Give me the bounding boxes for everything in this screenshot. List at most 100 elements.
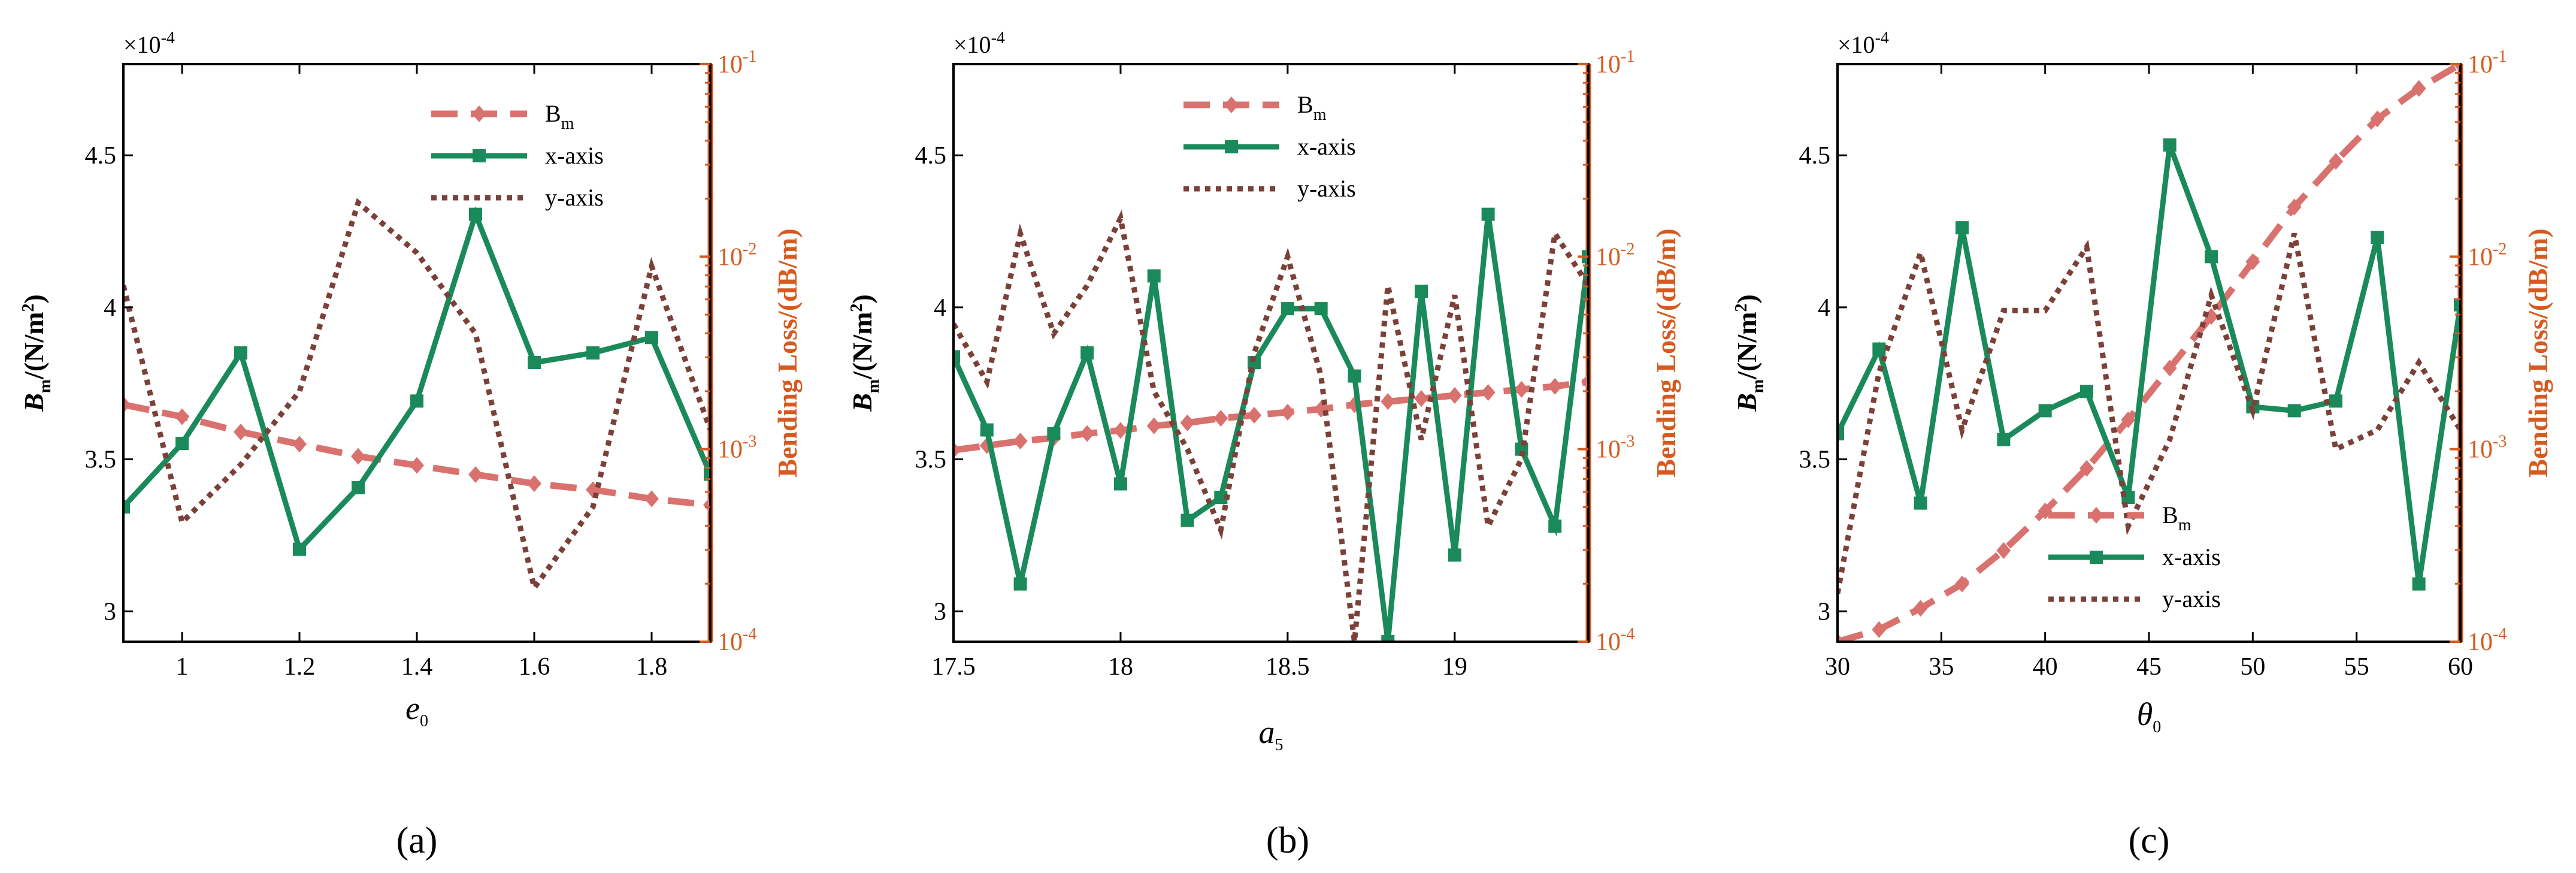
data-point-x_axis — [1214, 491, 1228, 504]
data-point-x_axis — [586, 346, 600, 360]
data-point-bm — [1247, 407, 1262, 424]
data-point-bm — [1414, 390, 1429, 407]
x-axis-label: θ0 — [2137, 696, 2162, 736]
data-point-bm — [2079, 460, 2094, 477]
data-point-bm — [2329, 153, 2343, 170]
data-point-bm — [1080, 425, 1095, 442]
data-point-bm — [2453, 64, 2460, 73]
y-axis-label: Bm/(N/m2) — [1732, 294, 1767, 412]
x-tick-label: 19 — [1442, 653, 1467, 681]
data-point-x_axis — [1997, 433, 2011, 446]
data-point-bm — [527, 475, 541, 493]
series-bm — [123, 396, 710, 513]
data-point-x_axis — [2371, 231, 2384, 244]
y-multiplier: ×10-4 — [123, 29, 175, 58]
data-point-x_axis — [2205, 250, 2218, 264]
y-tick-label: 4.5 — [85, 142, 117, 170]
plot-frame — [1836, 63, 2462, 643]
legend-label-bm: Bm — [545, 100, 574, 133]
series-bm — [1838, 64, 2460, 642]
data-point-bm — [351, 448, 365, 465]
y-tick-label: 4 — [1818, 294, 1830, 322]
data-point-bm — [1581, 373, 1588, 391]
x-tick-label: 17.5 — [931, 653, 976, 681]
series-line-y_axis — [1838, 232, 2460, 594]
data-point-x_axis — [1281, 302, 1294, 316]
legend-marker-bm — [1224, 96, 1239, 113]
data-point-x_axis — [1381, 635, 1395, 642]
data-point-bm — [468, 466, 483, 483]
y-tick-label: 3.5 — [915, 446, 947, 474]
y-multiplier: ×10-4 — [953, 29, 1005, 58]
data-point-x_axis — [293, 542, 306, 556]
data-point-bm — [1447, 387, 1462, 404]
series-y_axis — [953, 210, 1588, 642]
data-point-x_axis — [1481, 207, 1495, 221]
data-point-bm — [953, 442, 961, 459]
legend-label-y_axis: y-axis — [2162, 585, 2221, 612]
data-point-bm — [1280, 403, 1295, 421]
data-point-bm — [1481, 383, 1496, 401]
y2-tick-label: 10-1 — [1596, 47, 1634, 78]
y-axis-label: Bm/(N/m2) — [847, 294, 883, 412]
data-point-x_axis — [1956, 221, 1969, 235]
data-point-bm — [1548, 377, 1563, 395]
x-tick-label: 55 — [2344, 653, 2369, 681]
data-point-x_axis — [234, 346, 247, 360]
x-tick-label: 1.8 — [636, 653, 668, 681]
data-point-x_axis — [980, 423, 994, 437]
series-y_axis — [123, 198, 710, 594]
data-point-bm — [1996, 542, 2011, 559]
y2-tick-label: 10-2 — [718, 240, 756, 271]
series-x_axis — [953, 207, 1588, 642]
data-point-bm — [1955, 575, 1969, 593]
legend-marker-bm — [472, 105, 486, 122]
data-point-bm — [2162, 360, 2177, 377]
panel-caption: (a) — [396, 820, 438, 861]
panel-a: 1 1.2 1.4 1.6 1.8 3 3.5 4 4.5 10-4 10-3 10-2 10-1 ×1… — [19, 29, 803, 861]
x-tick-label: 35 — [1929, 653, 1954, 681]
data-point-x_axis — [2412, 577, 2426, 591]
y-tick-label: 3 — [1818, 598, 1830, 626]
data-point-bm — [703, 496, 710, 513]
legend-label-bm: Bm — [1297, 91, 1327, 124]
data-point-bm — [1180, 414, 1195, 431]
legend-label-x_axis: x-axis — [2162, 543, 2221, 570]
y2-axis-label: Bending Loss/(dB/m) — [772, 228, 803, 477]
x-tick-label: 40 — [2033, 653, 2058, 681]
data-point-x_axis — [1415, 285, 1428, 298]
x-axis-label: e0 — [405, 690, 428, 730]
data-point-x_axis — [704, 467, 710, 481]
data-point-x_axis — [1047, 427, 1061, 440]
legend-marker-x_axis — [473, 149, 486, 162]
y2-tick-label: 10-4 — [718, 625, 756, 656]
legend-label-y_axis: y-axis — [545, 184, 604, 211]
x-tick-label: 18.5 — [1266, 653, 1310, 681]
data-point-bm — [1872, 621, 1887, 638]
legend: Bm x-axis y-axis — [1183, 91, 1356, 202]
data-point-bm — [292, 436, 307, 453]
y2-tick-label: 10-4 — [1596, 625, 1634, 656]
series-line-y_axis — [953, 210, 1588, 642]
legend-label-x_axis: x-axis — [1297, 133, 1356, 160]
panel-caption: (c) — [2129, 820, 2170, 861]
y-tick-label: 3 — [934, 598, 946, 626]
x-tick-label: 1.4 — [401, 653, 433, 681]
y-tick-label: 4 — [104, 294, 116, 322]
legend-marker-x_axis — [2090, 551, 2103, 564]
data-point-x_axis — [1838, 427, 1844, 440]
x-axis-label: a5 — [1259, 714, 1284, 754]
data-point-x_axis — [469, 207, 482, 221]
data-point-bm — [1113, 422, 1128, 439]
legend: Bm x-axis y-axis — [431, 100, 604, 211]
x-tick-label: 1.6 — [519, 653, 550, 681]
y2-axis-label: Bending Loss/(dB/m) — [1651, 228, 1681, 477]
data-point-bm — [123, 396, 131, 413]
data-point-x_axis — [2287, 404, 2301, 418]
x-tick-label: 18 — [1108, 653, 1133, 681]
y-tick-label: 3 — [104, 598, 116, 626]
data-point-x_axis — [1448, 548, 1461, 562]
y-tick-label: 4.5 — [915, 142, 947, 170]
data-point-x_axis — [1914, 496, 1927, 510]
